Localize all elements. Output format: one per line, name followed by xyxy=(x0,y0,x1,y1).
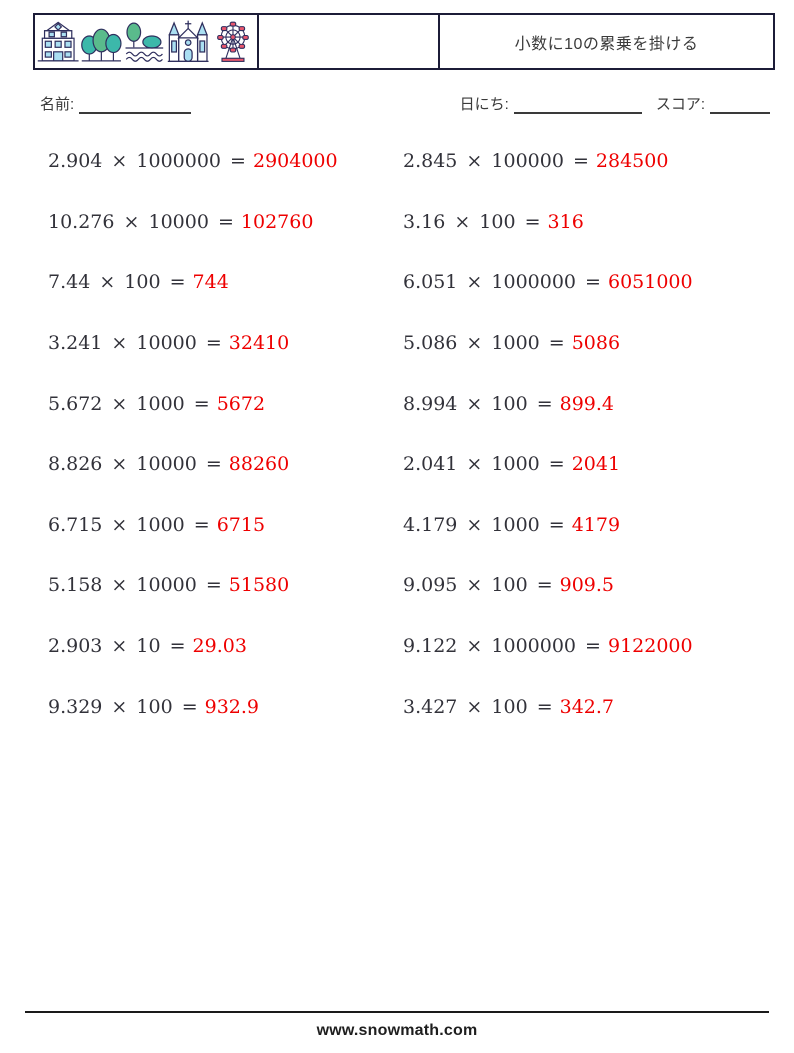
footer-url: www.snowmath.com xyxy=(316,1022,478,1039)
problem-expression: 9.095 × 100 = xyxy=(403,574,553,597)
problem-expression: 6.715 × 1000 = xyxy=(48,513,210,536)
problem-answer: 6051000 xyxy=(607,271,693,294)
problem-expression: 3.427 × 100 = xyxy=(403,695,553,718)
score-blank-line xyxy=(710,97,770,114)
problem-answer: 899.4 xyxy=(559,392,615,415)
problem-expression: 2.904 × 1000000 = xyxy=(48,150,246,173)
footer-divider xyxy=(25,1011,769,1013)
problem-answer: 9122000 xyxy=(607,635,693,658)
problem-row: 3.16 × 100 = 316 xyxy=(403,192,783,253)
problem-answer: 284500 xyxy=(595,150,669,173)
ferris-wheel-icon xyxy=(217,21,249,62)
problem-row: 5.672 × 1000 = 5672 xyxy=(48,373,403,434)
problem-answer: 2904000 xyxy=(252,150,338,173)
problem-expression: 2.903 × 10 = xyxy=(48,635,186,658)
page-title: 小数に10の累乗を掛ける xyxy=(514,35,699,53)
problem-row: 2.903 × 10 = 29.03 xyxy=(48,616,403,677)
problem-answer: 5672 xyxy=(216,392,266,415)
date-blank-line xyxy=(513,97,642,114)
church-icon xyxy=(167,20,209,63)
problem-row: 8.994 × 100 = 899.4 xyxy=(403,373,783,434)
problem-answer: 909.5 xyxy=(559,574,615,597)
problem-expression: 5.672 × 1000 = xyxy=(48,392,210,415)
problems-column-left: 2.904 × 1000000 = 2904000 10.276 × 10000 =… xyxy=(48,131,403,737)
problem-expression: 3.241 × 10000 = xyxy=(48,332,222,355)
problem-expression: 10.276 × 10000 = xyxy=(48,210,234,233)
problem-answer: 102760 xyxy=(240,210,314,233)
problem-row: 6.715 × 1000 = 6715 xyxy=(48,495,403,556)
problem-answer: 29.03 xyxy=(192,635,247,658)
problem-row: 3.241 × 10000 = 32410 xyxy=(48,313,403,374)
problem-row: 2.041 × 1000 = 2041 xyxy=(403,434,783,495)
info-fields-row: 名前: 日にち: スコア: xyxy=(40,90,770,114)
problem-expression: 2.041 × 1000 = xyxy=(403,453,565,476)
name-label: 名前: xyxy=(40,96,75,113)
problem-row: 5.086 × 1000 = 5086 xyxy=(403,313,783,374)
problem-answer: 88260 xyxy=(228,453,290,476)
trees-icon xyxy=(81,28,122,62)
problem-expression: 9.329 × 100 = xyxy=(48,695,198,718)
problem-row: 9.122 × 1000000 = 9122000 xyxy=(403,616,783,677)
problem-answer: 5086 xyxy=(571,332,621,355)
problem-row: 4.179 × 1000 = 4179 xyxy=(403,495,783,556)
problem-row: 6.051 × 1000000 = 6051000 xyxy=(403,252,783,313)
problem-answer: 51580 xyxy=(228,574,290,597)
problem-expression: 6.051 × 1000000 = xyxy=(403,271,601,294)
problem-answer: 2041 xyxy=(571,453,621,476)
problem-answer: 316 xyxy=(547,210,584,233)
problem-expression: 7.44 × 100 = xyxy=(48,271,186,294)
name-blank-line xyxy=(79,97,192,114)
problem-row: 9.095 × 100 = 909.5 xyxy=(403,555,783,616)
problem-row: 9.329 × 100 = 932.9 xyxy=(48,676,403,737)
problem-row: 10.276 × 10000 = 102760 xyxy=(48,192,403,253)
problem-expression: 4.179 × 1000 = xyxy=(403,513,565,536)
problem-row: 3.427 × 100 = 342.7 xyxy=(403,676,783,737)
tree-bush-water-icon xyxy=(125,22,164,62)
problem-answer: 6715 xyxy=(216,513,266,536)
problem-expression: 8.826 × 10000 = xyxy=(48,453,222,476)
logo-strip xyxy=(35,15,259,68)
problem-expression: 3.16 × 100 = xyxy=(403,210,541,233)
problem-row: 8.826 × 10000 = 88260 xyxy=(48,434,403,495)
problem-row: 5.158 × 10000 = 51580 xyxy=(48,555,403,616)
problem-answer: 744 xyxy=(192,271,229,294)
building-icon xyxy=(37,21,79,62)
problem-row: 2.904 × 1000000 = 2904000 xyxy=(48,131,403,192)
worksheet-header: 小数に10の累乗を掛ける xyxy=(33,13,775,70)
problem-expression: 9.122 × 1000000 = xyxy=(403,635,601,658)
score-label: スコア: xyxy=(655,96,705,113)
header-spacer xyxy=(259,15,440,68)
problem-answer: 342.7 xyxy=(559,695,615,718)
problems-column-right: 2.845 × 100000 = 284500 3.16 × 100 = 316 6.0… xyxy=(403,131,783,737)
problem-row: 7.44 × 100 = 744 xyxy=(48,252,403,313)
problem-row: 2.845 × 100000 = 284500 xyxy=(403,131,783,192)
problem-expression: 2.845 × 100000 = xyxy=(403,150,589,173)
problem-answer: 932.9 xyxy=(204,695,260,718)
problem-expression: 5.086 × 1000 = xyxy=(403,332,565,355)
date-score-group: 日にち: スコア: xyxy=(460,93,770,114)
date-label: 日にち: xyxy=(459,96,509,113)
problem-answer: 4179 xyxy=(571,513,621,536)
problem-expression: 5.158 × 10000 = xyxy=(48,574,222,597)
problems-area: 2.904 × 1000000 = 2904000 10.276 × 10000 =… xyxy=(48,131,783,737)
problem-expression: 8.994 × 100 = xyxy=(403,392,553,415)
problem-answer: 32410 xyxy=(228,332,290,355)
